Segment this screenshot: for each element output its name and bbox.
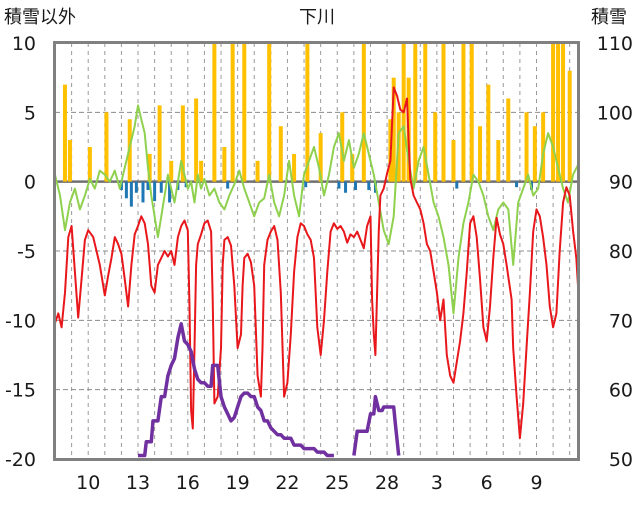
right-tick-label: 60: [609, 380, 633, 402]
snowfall-bar: [157, 105, 162, 182]
x-tick-label: 28: [375, 472, 399, 494]
below-zero-bar: [337, 181, 341, 189]
snowfall-bar: [62, 84, 67, 182]
below-zero-bar: [515, 181, 519, 188]
snowfall-bar: [551, 43, 556, 182]
left-tick-label: 10: [12, 33, 36, 55]
temperature-line: [54, 86, 579, 440]
snowfall-bar: [567, 70, 572, 182]
snowfall-bar: [230, 43, 235, 182]
wind-line: [54, 104, 579, 315]
x-tick-label: 19: [226, 472, 250, 494]
below-zero-bar: [168, 181, 172, 203]
snowfall-bar: [561, 43, 566, 182]
x-tick-label: 3: [431, 472, 443, 494]
snowfall-bar: [255, 160, 260, 182]
snowfall-bar: [469, 43, 474, 182]
right-tick-label: 110: [597, 33, 633, 55]
below-zero-bar: [226, 181, 230, 189]
snowfall-bar: [451, 140, 456, 182]
plot-frame: [53, 41, 580, 461]
left-axis-ticks: 10 5 0 -5 -10 -15 -20: [5, 33, 36, 471]
snowfall-bar: [541, 112, 546, 182]
snowfall-bar: [87, 147, 92, 182]
x-tick-label: 13: [126, 472, 150, 494]
left-tick-label: -10: [5, 310, 36, 332]
below-zero-bar: [354, 181, 358, 190]
snowfall-bar: [267, 43, 272, 182]
right-tick-label: 90: [609, 172, 633, 194]
snowfall-bar: [461, 43, 466, 182]
right-tick-label: 80: [609, 241, 633, 263]
x-tick-label: 16: [176, 472, 200, 494]
below-zero-bar: [455, 181, 459, 189]
snowfall-bar: [413, 43, 418, 182]
x-tick-label: 25: [325, 472, 349, 494]
right-tick-label: 50: [609, 449, 633, 471]
right-tick-label: 100: [597, 102, 633, 124]
snowfall-bar: [147, 153, 152, 182]
snowfall-bar: [169, 160, 174, 182]
snowfall-bar: [194, 98, 199, 182]
x-tick-label: 22: [275, 472, 299, 494]
left-tick-label: 5: [24, 102, 36, 124]
below-zero-bar: [367, 181, 371, 190]
right-tick-label: 70: [609, 310, 633, 332]
bar-layer: [62, 43, 572, 207]
x-tick-label: 9: [530, 472, 542, 494]
left-axis-label: 積雪以外: [4, 7, 76, 28]
x-tick-label: 6: [481, 472, 493, 494]
below-zero-bar: [159, 181, 163, 193]
snowfall-bar: [67, 140, 72, 182]
snowfall-bar: [305, 43, 310, 182]
snowfall-bar: [212, 43, 217, 182]
snowfall-bar: [278, 126, 283, 182]
snowfall-bar: [292, 153, 297, 182]
left-tick-label: 0: [24, 172, 36, 194]
snowfall-bar: [433, 112, 438, 182]
below-zero-bar: [141, 181, 145, 203]
below-zero-bar: [304, 181, 308, 188]
right-axis-label: 積雪: [591, 7, 627, 28]
below-zero-bar: [344, 181, 348, 193]
left-tick-label: -5: [17, 241, 36, 263]
below-zero-bar: [124, 181, 128, 199]
snowfall-bar: [391, 77, 396, 182]
snowfall-bar: [180, 105, 185, 182]
snowfall-bar: [532, 126, 537, 182]
snowfall-bar: [486, 84, 491, 182]
snowfall-bar: [441, 43, 446, 182]
snowfall-bar: [222, 147, 227, 182]
snowfall-bar: [423, 43, 428, 182]
snowfall-bar: [556, 43, 561, 182]
snowfall-bar: [318, 133, 323, 182]
x-tick-label: 10: [76, 472, 100, 494]
chart-title: 下川: [299, 7, 335, 28]
right-axis-ticks: 110 100 90 80 70 60 50: [597, 33, 633, 471]
left-tick-label: -15: [5, 380, 36, 402]
x-axis-ticks: 10 13 16 19 22 25 28 3 6 9: [76, 472, 542, 494]
snowfall-bar: [524, 112, 529, 182]
snowfall-bar: [496, 140, 501, 182]
snowfall-bar: [104, 112, 109, 182]
snowfall-bar: [242, 43, 247, 182]
snowfall-bar: [478, 126, 483, 182]
snowfall-bar: [350, 153, 355, 182]
snowfall-bar: [361, 43, 366, 182]
snow-depth-line: [138, 322, 334, 458]
line-layer: [54, 86, 579, 458]
snow-depth-line: [352, 394, 401, 456]
below-zero-bar: [134, 181, 138, 193]
below-zero-bar: [129, 181, 133, 207]
below-zero-bar: [153, 181, 157, 202]
below-zero-bar: [146, 181, 150, 190]
snowfall-bar: [506, 98, 511, 182]
left-tick-label: -20: [5, 449, 36, 471]
snowfall-bar: [199, 160, 204, 182]
